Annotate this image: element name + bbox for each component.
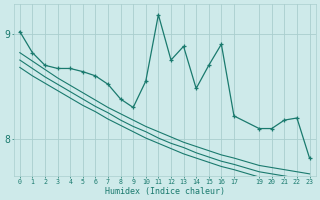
X-axis label: Humidex (Indice chaleur): Humidex (Indice chaleur) bbox=[105, 187, 225, 196]
